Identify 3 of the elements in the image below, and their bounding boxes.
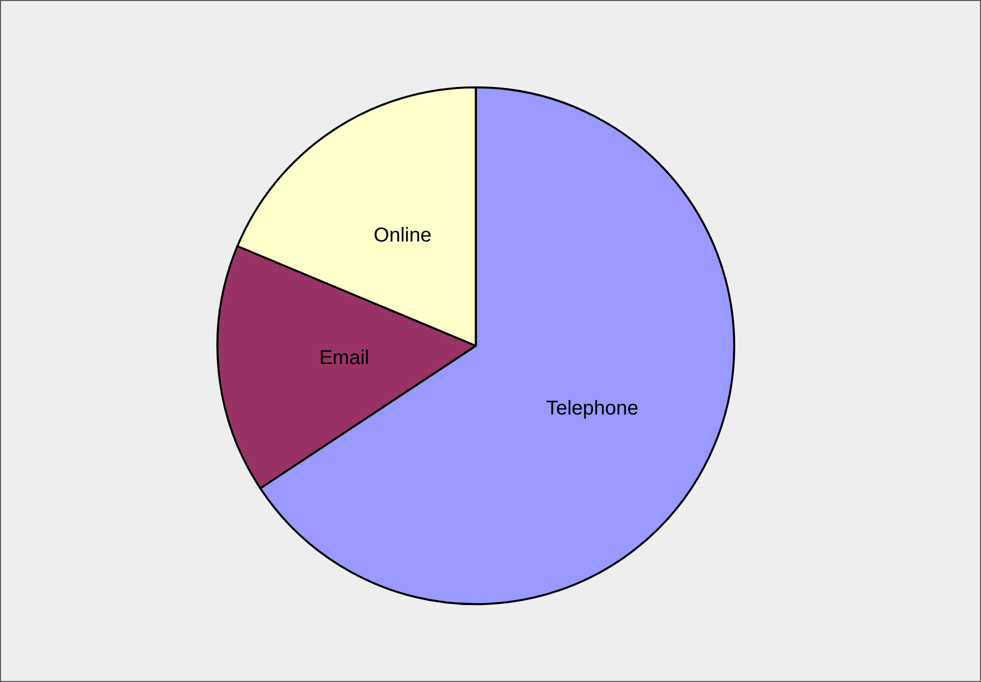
slice-label: Telephone [546, 397, 638, 420]
slice-label: Online [374, 224, 432, 247]
slice-label: Email [319, 347, 370, 370]
